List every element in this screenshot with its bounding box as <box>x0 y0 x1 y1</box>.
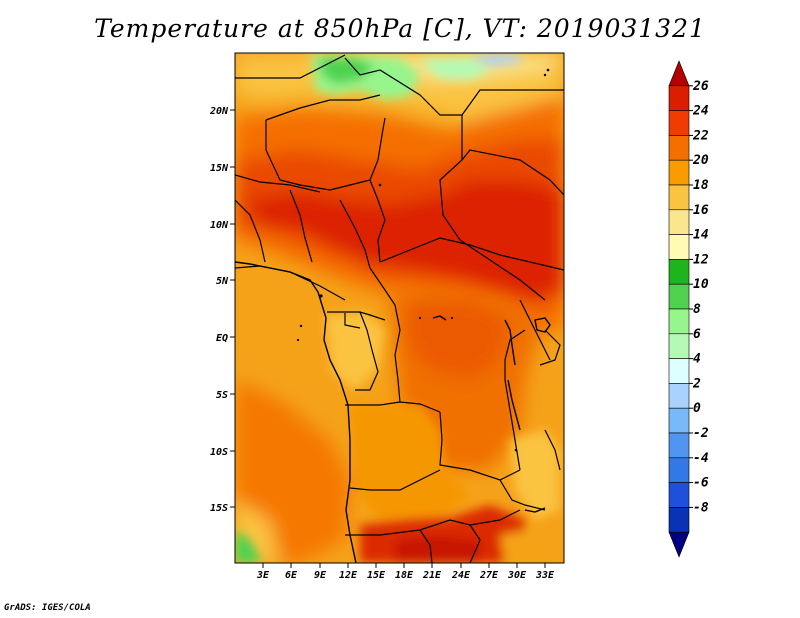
grads-credit: GrADS: IGES/COLA <box>4 603 91 613</box>
lat-label: 20N <box>209 106 229 117</box>
colorbar-label: 8 <box>693 302 701 317</box>
colorbar-cell <box>668 383 690 409</box>
lon-label: 12E <box>339 570 358 581</box>
lon-label: 9E <box>314 570 327 581</box>
colorbar-cell <box>668 259 690 285</box>
colorbar-label: 18 <box>693 178 709 193</box>
map-frame <box>234 52 565 564</box>
lon-label: 15E <box>367 570 386 581</box>
lat-labels: 20N 15N 10N 5N EQ 5S 10S 15S <box>209 106 229 514</box>
lon-labels: 3E 6E 9E 12E 15E 18E 21E 24E 27E 30E 33E <box>256 570 555 581</box>
lat-label: 15S <box>210 503 228 514</box>
colorbar-label: 20 <box>692 153 709 168</box>
colorbar-label: 2 <box>692 376 701 391</box>
lat-label: 10N <box>210 220 229 231</box>
lon-label: 3E <box>256 570 270 581</box>
colorbar-cell <box>668 531 690 558</box>
colorbar-cell <box>668 209 690 235</box>
colorbar-label: -4 <box>693 451 709 466</box>
colorbar-label: 4 <box>693 352 701 367</box>
colorbar-cell <box>668 85 690 111</box>
lat-label: 10S <box>210 447 228 458</box>
axis-ticks <box>230 109 546 568</box>
colorbar-cell <box>668 234 690 260</box>
colorbar-label: 22 <box>692 128 709 143</box>
lat-label: 5S <box>216 390 228 401</box>
lat-label: EQ <box>216 333 228 344</box>
colorbar-label: 0 <box>693 401 701 416</box>
lon-label: 33E <box>535 570 555 581</box>
lat-label: 15N <box>210 163 229 174</box>
colorbar-cell <box>668 135 690 161</box>
colorbar-label: 16 <box>693 203 709 218</box>
lat-label: 5N <box>216 276 229 287</box>
colorbar-label: 26 <box>692 79 709 94</box>
lon-label: 21E <box>422 570 442 581</box>
colorbar-label: -6 <box>693 476 709 491</box>
colorbar-label: 10 <box>693 277 709 292</box>
colorbar-label: 12 <box>693 252 709 267</box>
colorbar-cell <box>668 60 690 87</box>
lon-label: 18E <box>395 570 414 581</box>
colorbar-cell <box>668 457 690 483</box>
lon-label: 30E <box>507 570 527 581</box>
colorbar-cell <box>668 110 690 136</box>
colorbar-cell <box>668 432 690 459</box>
colorbar-cell <box>668 184 690 211</box>
colorbar-label: 6 <box>693 327 701 342</box>
colorbar-label: -8 <box>693 500 709 515</box>
country-borders <box>235 54 564 563</box>
colorbar-cell <box>668 159 690 186</box>
map-title: Temperature at 850hPa [C], VT: 201903132… <box>94 14 706 43</box>
lon-label: 24E <box>451 570 471 581</box>
colorbar-cell <box>668 358 690 384</box>
colorbar-cell <box>668 333 690 359</box>
colorbar-label: 14 <box>693 228 709 243</box>
lon-label: 6E <box>285 570 298 581</box>
temperature-field <box>235 53 564 563</box>
colorbar-cell <box>668 507 690 533</box>
colorbar-cell <box>668 283 690 310</box>
colorbar-label: 24 <box>692 104 709 119</box>
colorbar-cell <box>668 308 690 335</box>
colorbar-cell <box>668 482 690 508</box>
colorbar-cell <box>668 407 690 434</box>
lon-label: 27E <box>479 570 499 581</box>
colorbar-label: -2 <box>693 426 709 441</box>
